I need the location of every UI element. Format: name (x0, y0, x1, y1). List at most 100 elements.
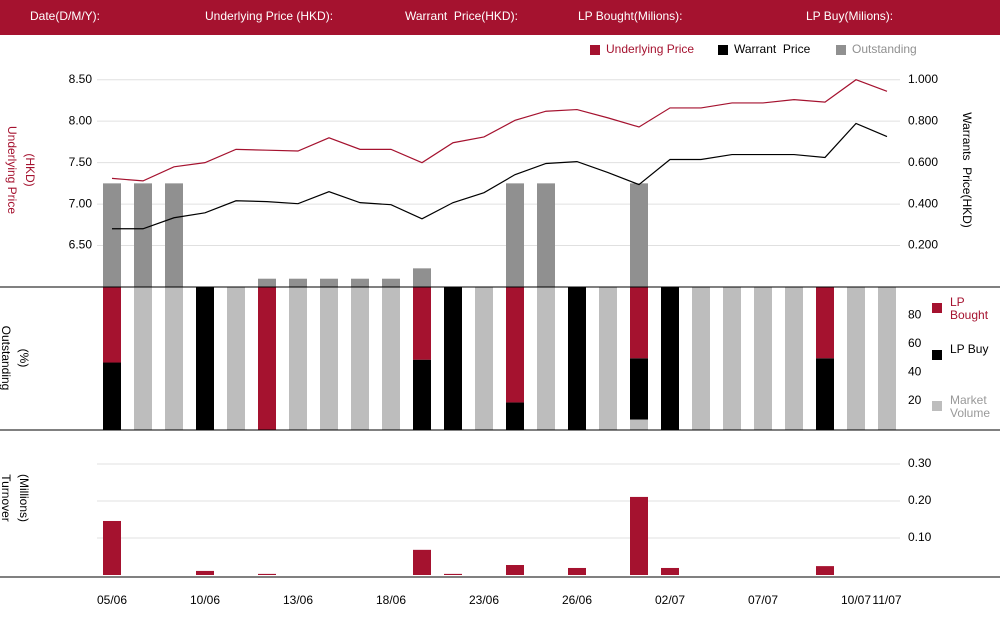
legend-label: Outstanding (852, 42, 917, 56)
outstanding-bar (258, 278, 276, 287)
stack-segment (134, 287, 152, 430)
stack-segment (413, 287, 431, 360)
stack-segment (754, 287, 772, 430)
header-field: LP Bought(Milions): (578, 9, 683, 23)
axis-title: Turnover (Millions) (0, 474, 31, 522)
stack-segment (630, 419, 648, 430)
y2-tick-label: 0.600 (908, 155, 938, 169)
axis-title-line: (Millions) (17, 474, 31, 522)
bar (258, 573, 276, 575)
header-field: Date(D/M/Y): (30, 9, 100, 23)
legend-swatch (932, 350, 942, 360)
legend-swatch (932, 303, 942, 313)
axis-title-line: (%) (17, 349, 31, 368)
outstanding-bar (320, 278, 338, 287)
x-tick-label: 26/06 (562, 593, 592, 607)
legend-swatch (932, 401, 942, 411)
header-field: Warrant Price(HKD): (405, 9, 518, 23)
stack-segment (816, 358, 834, 430)
y-tick-label: 80 (908, 308, 922, 322)
legend-swatch (590, 45, 600, 55)
stack-segment (320, 287, 338, 430)
bar (630, 496, 648, 575)
y-tick-label: 20 (908, 393, 922, 407)
y2-tick-label: 0.800 (908, 113, 938, 127)
stack-segment (382, 287, 400, 430)
x-tick-label: 07/07 (748, 593, 778, 607)
bar (506, 565, 524, 575)
outstanding-bar (630, 183, 648, 287)
y2-title: Warrants Price(HKD) (960, 112, 974, 228)
outstanding-bar (537, 183, 555, 287)
header-field: Underlying Price (HKD): (205, 9, 333, 23)
y-tick-label: 40 (908, 365, 922, 379)
bar (444, 573, 462, 575)
outstanding-bar (165, 183, 183, 287)
stack-segment (227, 287, 245, 430)
bar (661, 567, 679, 575)
stack-segment (351, 287, 369, 430)
y-tick-label: 8.00 (69, 113, 93, 127)
price-line (111, 79, 888, 182)
legend-swatch (836, 45, 846, 55)
axis-title: Underlying Price (HKD) (5, 126, 37, 214)
stack-segment (692, 287, 710, 430)
legend-label: Warrant Price (734, 42, 811, 56)
bar (413, 549, 431, 575)
x-tick-label: 05/06 (97, 593, 127, 607)
stack-segment (475, 287, 493, 430)
price-line (112, 122, 888, 230)
x-tick-label: 11/07 (872, 593, 901, 607)
stack-segment (878, 287, 896, 430)
stack-segment (289, 287, 307, 430)
bar (816, 566, 834, 575)
legend-label: LP Buy (950, 342, 989, 356)
stack-segment (537, 287, 555, 430)
axis-title-line: Underlying Price (5, 126, 19, 214)
stack-segment (661, 287, 679, 430)
legend-label: Underlying Price (606, 42, 694, 56)
y-tick-label: 0.10 (908, 530, 932, 544)
stack-segment (103, 287, 121, 363)
x-tick-label: 18/06 (376, 593, 406, 607)
stack-segment (816, 287, 834, 359)
y-tick-label: 60 (908, 336, 922, 350)
stack-segment (630, 358, 648, 420)
stack-segment (444, 287, 462, 430)
bar (196, 570, 214, 575)
stack-segment (165, 287, 183, 430)
stack-segment (506, 287, 524, 403)
y-tick-label: 7.00 (69, 196, 93, 210)
legend-swatch (718, 45, 728, 55)
header-bar (0, 0, 1000, 35)
y-tick-label: 8.50 (69, 72, 93, 86)
legend-label: LP Bought (950, 295, 989, 322)
y2-tick-label: 0.400 (908, 196, 938, 210)
outstanding-bar (382, 278, 400, 287)
y-tick-label: 0.20 (908, 493, 932, 507)
outstanding-bar (413, 268, 431, 287)
axis-title: Warrants Price(HKD) (960, 112, 974, 228)
stack-segment (599, 287, 617, 430)
stack-segment (258, 287, 276, 430)
outstanding-bar (103, 183, 121, 287)
outstanding-bar (289, 278, 307, 287)
stack-segment (630, 287, 648, 359)
bar (568, 567, 586, 575)
y-tick-label: 0.30 (908, 456, 932, 470)
x-tick-label: 10/07 (841, 593, 871, 607)
axis-title: Outstanding (%) (0, 326, 31, 391)
legend-label: Market Volume (950, 393, 991, 420)
y-tick-label: 7.50 (69, 155, 93, 169)
outstanding-bar (506, 183, 524, 287)
outstanding-bar (351, 278, 369, 287)
stack-segment (723, 287, 741, 430)
y-tick-label: 6.50 (69, 238, 93, 252)
stack-segment (847, 287, 865, 430)
axis-title-line: Outstanding (0, 326, 13, 391)
y2-tick-label: 1.000 (908, 72, 938, 86)
x-tick-label: 02/07 (655, 593, 685, 607)
stack-segment (196, 287, 214, 430)
